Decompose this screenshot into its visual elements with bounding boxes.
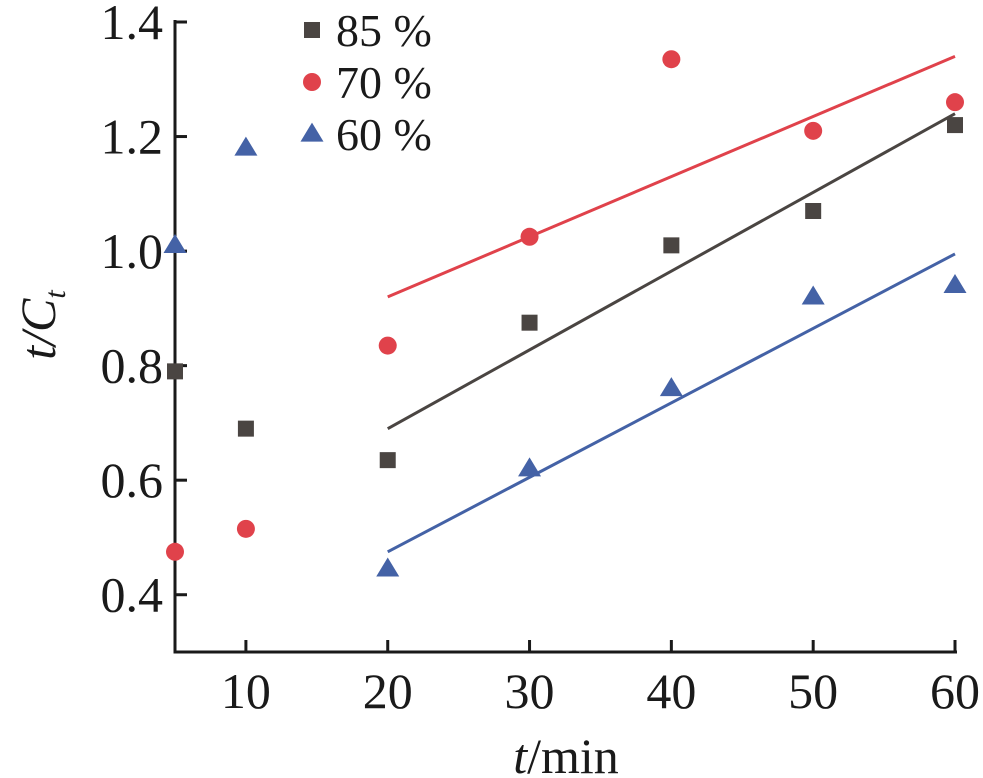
data-point <box>804 121 823 140</box>
legend-marker <box>304 22 320 38</box>
data-point <box>237 420 254 437</box>
legend-marker <box>300 122 324 142</box>
y-tick-label: 1.4 <box>101 0 164 50</box>
y-ticks: 0.4 0.6 0.8 1.0 1.2 1.4 <box>101 0 187 623</box>
data-point <box>518 457 542 477</box>
x-tick-label: 40 <box>646 663 696 719</box>
legend: 85 %70 %60 % <box>300 5 432 160</box>
x-tick-label: 20 <box>363 663 413 719</box>
x-axis-label: t/min <box>513 728 619 778</box>
data-point <box>376 557 400 577</box>
x-tick-label: 60 <box>930 663 980 719</box>
data-point <box>805 203 822 219</box>
data-point <box>166 542 184 561</box>
y-tick-label: 0.4 <box>101 567 164 623</box>
x-ticks: 10 20 30 40 50 60 <box>221 640 980 719</box>
data-point <box>659 377 683 397</box>
x-tick-label: 50 <box>788 663 838 719</box>
x-tick-label: 10 <box>221 663 271 719</box>
data-point <box>520 227 539 246</box>
y-axis-label-var: t/C <box>10 298 66 360</box>
data-point <box>946 93 964 112</box>
y-axis-label-sub: t <box>39 290 72 299</box>
fit-lines <box>386 54 956 554</box>
data-point <box>947 117 963 134</box>
data-point <box>801 285 825 305</box>
data-point <box>236 519 255 538</box>
legend-label: 60 % <box>336 109 432 160</box>
data-point <box>943 274 967 294</box>
data-point <box>379 452 396 469</box>
y-tick-label: 0.8 <box>101 338 164 394</box>
legend-label: 85 % <box>336 5 432 56</box>
y-tick-label: 1.2 <box>101 109 164 165</box>
data-point <box>163 233 187 253</box>
data-point <box>378 336 397 355</box>
y-tick-label: 1.0 <box>101 223 164 279</box>
x-tick-label: 30 <box>505 663 555 719</box>
legend-label: 70 % <box>336 57 432 108</box>
data-point <box>234 136 258 156</box>
y-axis-label: t/Ct <box>10 290 72 360</box>
fit-line <box>387 54 956 299</box>
y-tick-label: 0.6 <box>101 452 164 508</box>
fit-line <box>387 252 956 554</box>
data-point <box>663 237 680 254</box>
x-axis-label-var: t <box>513 728 528 778</box>
data-point <box>167 363 183 380</box>
data-points <box>163 50 967 577</box>
axes <box>173 20 957 654</box>
legend-marker <box>303 73 321 91</box>
data-point <box>662 50 681 69</box>
data-point <box>521 314 538 331</box>
x-axis-label-unit: /min <box>527 728 619 778</box>
fit-line <box>386 112 956 430</box>
